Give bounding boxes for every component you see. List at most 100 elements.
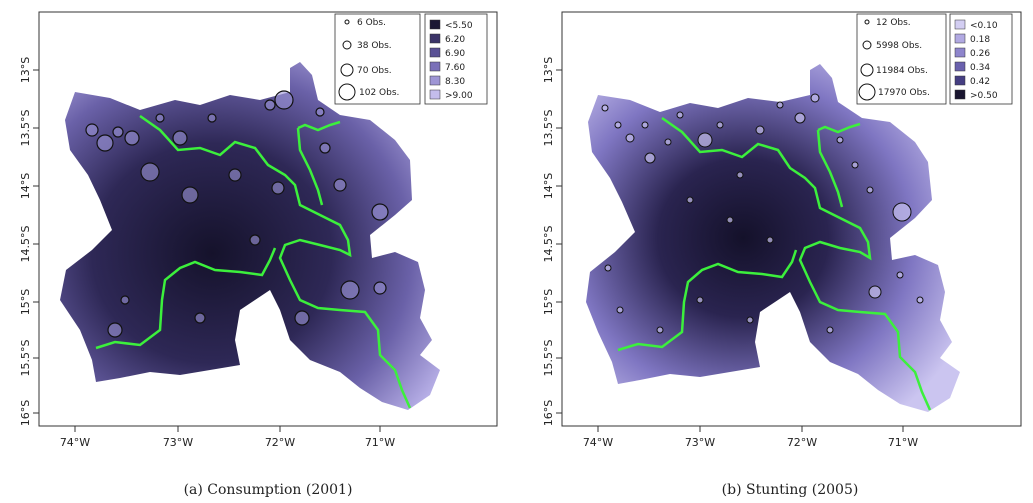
x-tick-label: 74°W <box>60 436 90 449</box>
color-legend-swatch <box>429 61 441 72</box>
color-legend-label: 0.34 <box>970 63 990 73</box>
color-legend-swatch <box>954 61 966 72</box>
observation-marker <box>172 130 188 146</box>
size-legend-label: 38 Obs. <box>357 41 392 51</box>
y-tick-label: 13°S <box>542 57 555 83</box>
x-axis: 74°W 73°W 72°W 71°W <box>583 426 918 449</box>
observation-marker <box>810 93 820 103</box>
observation-marker <box>294 310 310 326</box>
size-legend-label: 102 Obs. <box>359 88 399 98</box>
color-legend-swatch <box>954 33 966 44</box>
x-tick-label: 72°W <box>265 436 295 449</box>
y-tick-label: 14°S <box>19 173 32 199</box>
observation-marker <box>716 121 724 129</box>
observation-marker <box>746 316 754 324</box>
observation-marker <box>124 130 140 146</box>
observation-marker <box>686 196 694 204</box>
observation-marker <box>868 285 882 299</box>
observation-marker <box>697 132 713 148</box>
map-region <box>60 62 440 410</box>
region-border-line <box>95 247 277 350</box>
color-legend-label: 0.18 <box>970 35 990 45</box>
observation-marker <box>181 186 199 204</box>
x-tick-label: 71°W <box>888 436 918 449</box>
observation-marker <box>140 162 160 182</box>
y-axis: 13°S 13.5°S 14°S 14.5°S 15°S 15.5°S 16°S <box>542 57 562 426</box>
observation-marker <box>794 112 806 124</box>
panel-b: 12 Obs. 5998 Obs. 11984 Obs. 17970 Obs. … <box>542 11 1022 498</box>
color-legend-label: 7.60 <box>445 63 465 73</box>
observation-marker <box>656 326 664 334</box>
x-axis: 74°W 73°W 72°W 71°W <box>60 426 395 449</box>
y-tick-label: 13°S <box>19 57 32 83</box>
observation-marker <box>373 281 387 295</box>
observation-marker <box>616 306 624 314</box>
observation-marker <box>892 202 912 222</box>
color-legend-label: <5.50 <box>445 21 473 31</box>
size-legend-label: 11984 Obs. <box>876 66 928 76</box>
observation-marker <box>664 138 672 146</box>
observation-marker <box>228 168 242 182</box>
plot-frame <box>38 11 498 427</box>
observation-marker <box>826 326 834 334</box>
observation-marker <box>274 90 294 110</box>
color-legend-label: <0.10 <box>970 21 998 31</box>
observation-marker <box>112 126 124 138</box>
observation-marker <box>625 133 635 143</box>
color-legend-label: 0.26 <box>970 49 990 59</box>
observation-markers <box>601 93 924 334</box>
color-legend-label: 8.30 <box>445 77 465 87</box>
observation-marker <box>340 280 360 300</box>
color-legend-swatch <box>429 47 441 58</box>
y-tick-label: 15°S <box>19 289 32 315</box>
observation-marker <box>271 181 285 195</box>
y-tick-label: 14°S <box>542 173 555 199</box>
observation-marker <box>736 171 744 179</box>
x-tick-label: 71°W <box>365 436 395 449</box>
observation-marker <box>836 136 844 144</box>
size-legend-label: 17970 Obs. <box>878 88 930 98</box>
y-tick-label: 15.5°S <box>542 340 555 377</box>
color-legend-swatch <box>954 47 966 58</box>
observation-marker <box>776 101 784 109</box>
size-legend-label: 12 Obs. <box>876 18 911 28</box>
color-legend-swatch <box>429 19 441 30</box>
x-tick-label: 73°W <box>163 436 193 449</box>
plot-frame <box>561 11 1022 427</box>
color-legend-label: >0.50 <box>970 91 998 101</box>
observation-marker <box>604 264 612 272</box>
color-legend-label: >9.00 <box>445 91 473 101</box>
observation-marker <box>676 111 684 119</box>
observation-marker <box>333 178 347 192</box>
color-legend-swatch <box>429 89 441 100</box>
region-border-line <box>296 120 341 206</box>
observation-marker <box>766 236 774 244</box>
observation-marker <box>85 123 99 137</box>
color-legend-swatch <box>954 19 966 30</box>
color-legend-label: 6.90 <box>445 49 465 59</box>
observation-marker <box>371 203 389 221</box>
observation-marker <box>726 216 734 224</box>
observation-marker <box>641 121 649 129</box>
y-tick-label: 15.5°S <box>19 340 32 377</box>
color-legend-swatch <box>954 75 966 86</box>
x-tick-label: 73°W <box>685 436 715 449</box>
y-tick-label: 14.5°S <box>19 226 32 263</box>
color-legend-swatch <box>954 89 966 100</box>
observation-marker <box>916 296 924 304</box>
observation-marker <box>315 107 325 117</box>
color-legend: <0.10 0.18 0.26 0.34 0.42 >0.50 <box>949 13 1013 105</box>
panel-caption: (b) Stunting (2005) <box>722 482 859 498</box>
y-axis: 13°S 13.5°S 14°S 14.5°S 15°S 15.5°S 16°S <box>19 57 39 426</box>
y-tick-label: 16°S <box>542 400 555 426</box>
region-border-line <box>617 249 798 352</box>
observation-marker <box>866 186 874 194</box>
observation-marker <box>696 296 704 304</box>
size-legend: 6 Obs. 38 Obs. 70 Obs. 102 Obs. <box>334 13 421 105</box>
color-legend-label: 6.20 <box>445 35 465 45</box>
y-tick-label: 16°S <box>19 400 32 426</box>
observation-marker <box>107 322 123 338</box>
observation-marker <box>96 134 114 152</box>
observation-marker <box>155 113 165 123</box>
